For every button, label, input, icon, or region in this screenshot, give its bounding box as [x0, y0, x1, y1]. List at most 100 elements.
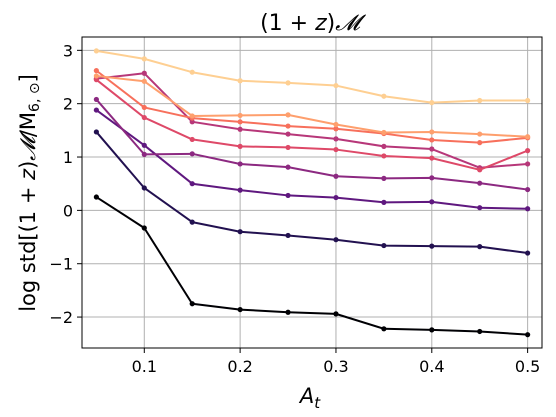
data-point — [333, 136, 339, 142]
series-line — [96, 49, 528, 104]
data-point — [381, 242, 387, 249]
data-point — [189, 301, 195, 307]
plot-frame — [81, 36, 543, 349]
data-point — [93, 107, 99, 113]
x-tick-label: 0.1 — [132, 357, 157, 376]
data-point — [429, 146, 435, 152]
data-point — [237, 119, 243, 125]
data-point — [285, 232, 291, 239]
data-point — [525, 148, 531, 154]
data-point — [285, 131, 291, 137]
data-point — [141, 185, 147, 191]
data-point — [381, 153, 387, 159]
data-point — [93, 129, 99, 135]
data-point — [141, 78, 147, 84]
data-point — [189, 136, 195, 143]
data-point — [285, 144, 291, 151]
data-point — [525, 186, 531, 193]
series-line-4 — [93, 96, 531, 193]
series-line — [95, 109, 528, 210]
data-point — [285, 164, 291, 170]
data-point — [333, 146, 339, 153]
data-point — [525, 332, 531, 338]
data-point — [237, 229, 243, 235]
data-point — [429, 199, 435, 205]
data-point — [189, 219, 195, 225]
data-point — [381, 199, 387, 205]
chart-title: (1 + z)𝓜 — [260, 11, 366, 36]
data-point — [381, 93, 387, 99]
data-point — [429, 327, 435, 333]
data-point — [93, 194, 99, 200]
series-line-6 — [93, 77, 531, 173]
series-line-2 — [93, 129, 531, 256]
y-tick-label: 2 — [63, 95, 73, 114]
ticks: 0.1 0.2 0.3 0.4 0.5 −2 −1 0 1 2 3 — [49, 41, 540, 376]
x-tick-label: 0.4 — [419, 357, 444, 376]
y-axis-label: log std[(1 + z)𝓜/M6, ⊙] — [16, 74, 43, 312]
data-point — [189, 181, 195, 187]
x-axis-label: At — [298, 384, 321, 412]
data-point — [93, 96, 99, 103]
data-point — [333, 237, 339, 243]
data-point — [333, 82, 339, 89]
data-point — [429, 100, 435, 106]
data-point — [141, 70, 147, 76]
data-point — [333, 194, 339, 201]
data-point — [285, 112, 291, 118]
grid — [82, 37, 542, 348]
data-point — [237, 306, 243, 313]
data-point — [429, 155, 435, 161]
data-point — [477, 205, 483, 211]
series-line — [95, 131, 528, 255]
data-point — [477, 328, 483, 335]
data-point — [525, 161, 531, 167]
data-point — [333, 311, 339, 317]
data-point — [189, 113, 195, 119]
data-point — [477, 180, 483, 186]
series-line — [95, 78, 528, 171]
data-point — [525, 250, 531, 256]
data-point — [285, 80, 291, 86]
data-point — [429, 243, 435, 249]
data-point — [381, 129, 387, 136]
series-line-8 — [93, 73, 531, 140]
data-point — [525, 206, 531, 212]
data-point — [189, 69, 195, 75]
x-tick-label: 0.3 — [323, 357, 348, 376]
data-point — [189, 151, 195, 157]
data-point — [381, 326, 387, 332]
data-point — [141, 142, 147, 148]
data-point — [93, 68, 99, 74]
y-tick-label: −1 — [49, 255, 73, 274]
data-point — [477, 140, 483, 146]
data-point — [141, 225, 147, 231]
data-point — [237, 126, 243, 132]
data-point — [333, 173, 339, 179]
data-point — [93, 48, 99, 54]
series-line — [95, 69, 528, 144]
data-point — [141, 56, 147, 62]
series-line-3 — [93, 107, 531, 212]
data-point — [525, 134, 531, 140]
data-point — [333, 126, 339, 132]
data-point — [429, 137, 435, 143]
series-line-1 — [93, 194, 531, 338]
data-point — [237, 161, 243, 167]
data-point — [525, 97, 531, 104]
series-line — [96, 74, 528, 138]
data-point — [333, 121, 339, 128]
data-point — [477, 131, 483, 137]
series-line-9 — [93, 48, 531, 106]
data-point — [285, 309, 291, 315]
data-point — [189, 119, 195, 125]
data-point — [237, 187, 243, 193]
y-tick-label: −2 — [49, 308, 73, 327]
data-point — [141, 114, 147, 121]
series-line — [95, 98, 528, 191]
data-point — [477, 97, 483, 104]
y-tick-label: 0 — [63, 201, 73, 220]
data-point — [141, 151, 147, 157]
x-tick-label: 0.2 — [227, 357, 252, 376]
data-point — [285, 192, 291, 199]
